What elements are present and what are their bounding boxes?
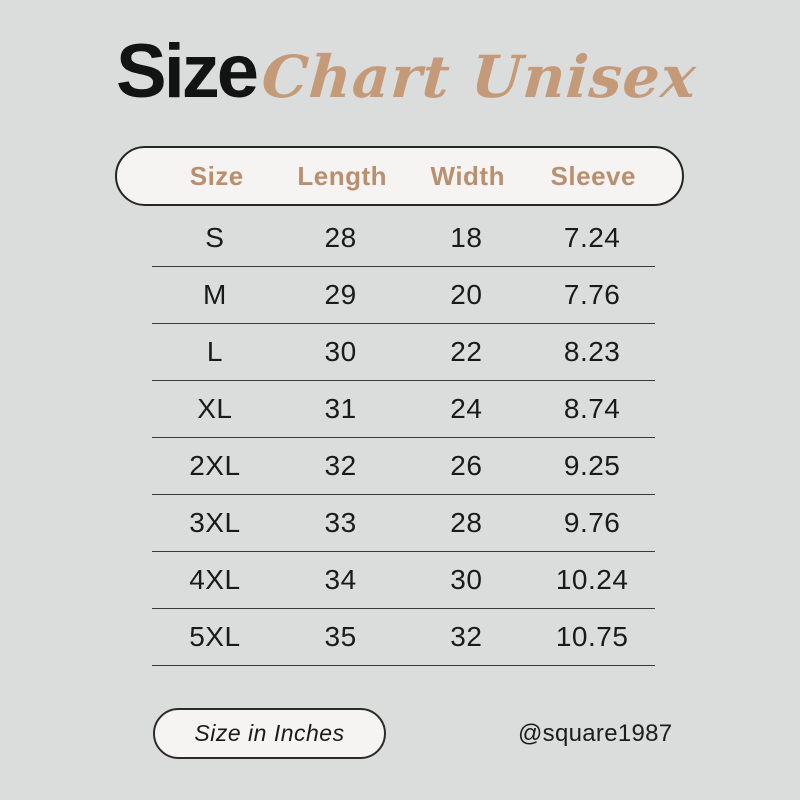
cell-sleeve: 9.76	[563, 507, 621, 538]
cell-size: XL	[197, 393, 233, 424]
cell-sleeve: 8.23	[563, 336, 621, 367]
cell-length: 34	[324, 564, 357, 595]
cell-width: 22	[450, 336, 483, 367]
table-header-pill: Size Length Width Sleeve	[115, 146, 684, 206]
column-header-size: Size	[189, 160, 244, 191]
unit-label: Size in Inches	[194, 720, 345, 746]
table-row-4xl: 4XL 34 30 10.24	[152, 552, 655, 609]
column-header-length: Length	[297, 160, 388, 191]
cell-sleeve: 7.24	[563, 222, 621, 253]
cell-sleeve: 10.75	[555, 621, 629, 652]
cell-sleeve: 9.25	[563, 450, 621, 481]
table-row-m: M 29 20 7.76	[152, 267, 655, 324]
cell-width: 24	[450, 393, 483, 424]
table-row-3xl: 3XL 33 28 9.76	[152, 495, 655, 552]
cell-size: 5XL	[189, 621, 241, 652]
cell-length: 35	[324, 621, 357, 652]
page-title: Size Chart Unisex	[116, 29, 699, 114]
cell-size: L	[206, 336, 223, 367]
cell-length: 31	[324, 393, 357, 424]
cell-size: 4XL	[189, 564, 241, 595]
size-table: S 28 18 7.24 M 29 20 7.76 L 30 22 8.23 X…	[152, 210, 655, 666]
table-row-l: L 30 22 8.23	[152, 324, 655, 381]
cell-length: 33	[324, 507, 357, 538]
cell-width: 20	[450, 279, 483, 310]
title-script: Chart Unisex	[259, 43, 699, 111]
cell-length: 32	[324, 450, 357, 481]
unit-pill: Size in Inches	[153, 708, 386, 759]
table-row-xl: XL 31 24 8.74	[152, 381, 655, 438]
cell-sleeve: 8.74	[563, 393, 621, 424]
credit-handle: @square1987	[518, 720, 673, 747]
table-row-s: S 28 18 7.24	[152, 210, 655, 267]
cell-sleeve: 10.24	[555, 564, 629, 595]
column-header-width: Width	[430, 160, 505, 191]
table-row-2xl: 2XL 32 26 9.25	[152, 438, 655, 495]
cell-size: S	[205, 222, 225, 253]
cell-size: 2XL	[189, 450, 241, 481]
cell-length: 30	[324, 336, 357, 367]
cell-width: 30	[450, 564, 483, 595]
title-main: Size	[116, 29, 259, 114]
cell-length: 28	[324, 222, 357, 253]
cell-size: 3XL	[189, 507, 241, 538]
cell-width: 18	[450, 222, 483, 253]
cell-width: 28	[450, 507, 483, 538]
cell-length: 29	[324, 279, 357, 310]
cell-width: 32	[450, 621, 483, 652]
cell-sleeve: 7.76	[563, 279, 621, 310]
cell-width: 26	[450, 450, 483, 481]
cell-size: M	[202, 279, 227, 310]
column-header-sleeve: Sleeve	[550, 160, 636, 191]
table-row-5xl: 5XL 35 32 10.75	[152, 609, 655, 666]
